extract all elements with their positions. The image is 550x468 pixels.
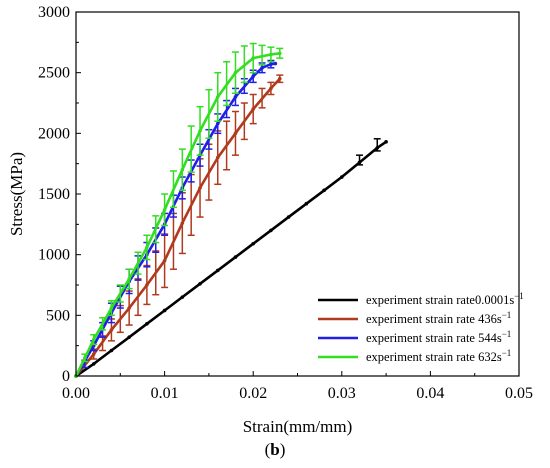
- data-point: [286, 215, 291, 219]
- x-tick-label: 0.05: [505, 385, 533, 402]
- legend-label: experiment strain rate0.0001s−1: [366, 291, 524, 307]
- y-tick-label: 500: [46, 307, 70, 324]
- data-point: [162, 308, 167, 313]
- data-point: [198, 281, 202, 286]
- series-1: [74, 74, 284, 378]
- series-3: [74, 42, 284, 378]
- series-line: [74, 77, 281, 377]
- data-point: [180, 295, 185, 299]
- x-tick-label: 0.02: [239, 385, 267, 402]
- y-tick-label: 2000: [38, 125, 70, 142]
- x-axis-label: Strain(mm/mm): [243, 417, 353, 436]
- series-0: [74, 138, 388, 378]
- series-line: [74, 52, 280, 377]
- y-tick-label: 1000: [38, 247, 70, 264]
- legend-label: experiment strain rate 632s−1: [366, 348, 511, 364]
- legend-label: experiment strain rate 544s−1: [366, 329, 511, 345]
- data-point: [215, 268, 220, 273]
- caption-label: b: [270, 440, 280, 459]
- y-tick-label: 1500: [38, 186, 70, 203]
- data-point: [340, 175, 344, 179]
- x-tick-label: 0.04: [416, 385, 444, 402]
- data-point: [384, 140, 388, 144]
- data-point: [251, 241, 255, 246]
- y-axis-label: Stress(MPa): [7, 152, 26, 236]
- data-point: [233, 255, 238, 259]
- data-point: [269, 228, 273, 233]
- series-line: [75, 140, 387, 378]
- legend: experiment strain rate0.0001s−1 experimen…: [318, 291, 524, 364]
- series-line: [74, 62, 276, 377]
- plot-series-layer: [74, 42, 388, 378]
- figure-caption: (b): [0, 440, 550, 460]
- axis-ticks: 0.00 0.01 0.02 0.03 0.04 0.05 0 500 1000 1500 2000…: [38, 4, 533, 402]
- x-tick-label: 0.01: [151, 385, 179, 402]
- y-tick-label: 0: [62, 368, 70, 385]
- data-point: [109, 348, 114, 353]
- stress-strain-chart: 0.00 0.01 0.02 0.03 0.04 0.05 0 500 1000 1500 2000…: [7, 4, 533, 436]
- data-point: [304, 201, 309, 206]
- data-point: [273, 61, 278, 66]
- x-tick-label: 0.00: [62, 385, 90, 402]
- legend-label: experiment strain rate 436s−1: [366, 310, 511, 326]
- data-point: [91, 362, 96, 366]
- data-point: [322, 188, 326, 193]
- caption-prefix: (: [264, 440, 271, 459]
- data-point: [145, 322, 149, 326]
- x-tick-label: 0.03: [328, 385, 356, 402]
- y-tick-label: 2500: [38, 65, 70, 82]
- data-point: [127, 335, 131, 339]
- y-tick-label: 3000: [38, 4, 70, 21]
- caption-suffix: ): [279, 440, 286, 459]
